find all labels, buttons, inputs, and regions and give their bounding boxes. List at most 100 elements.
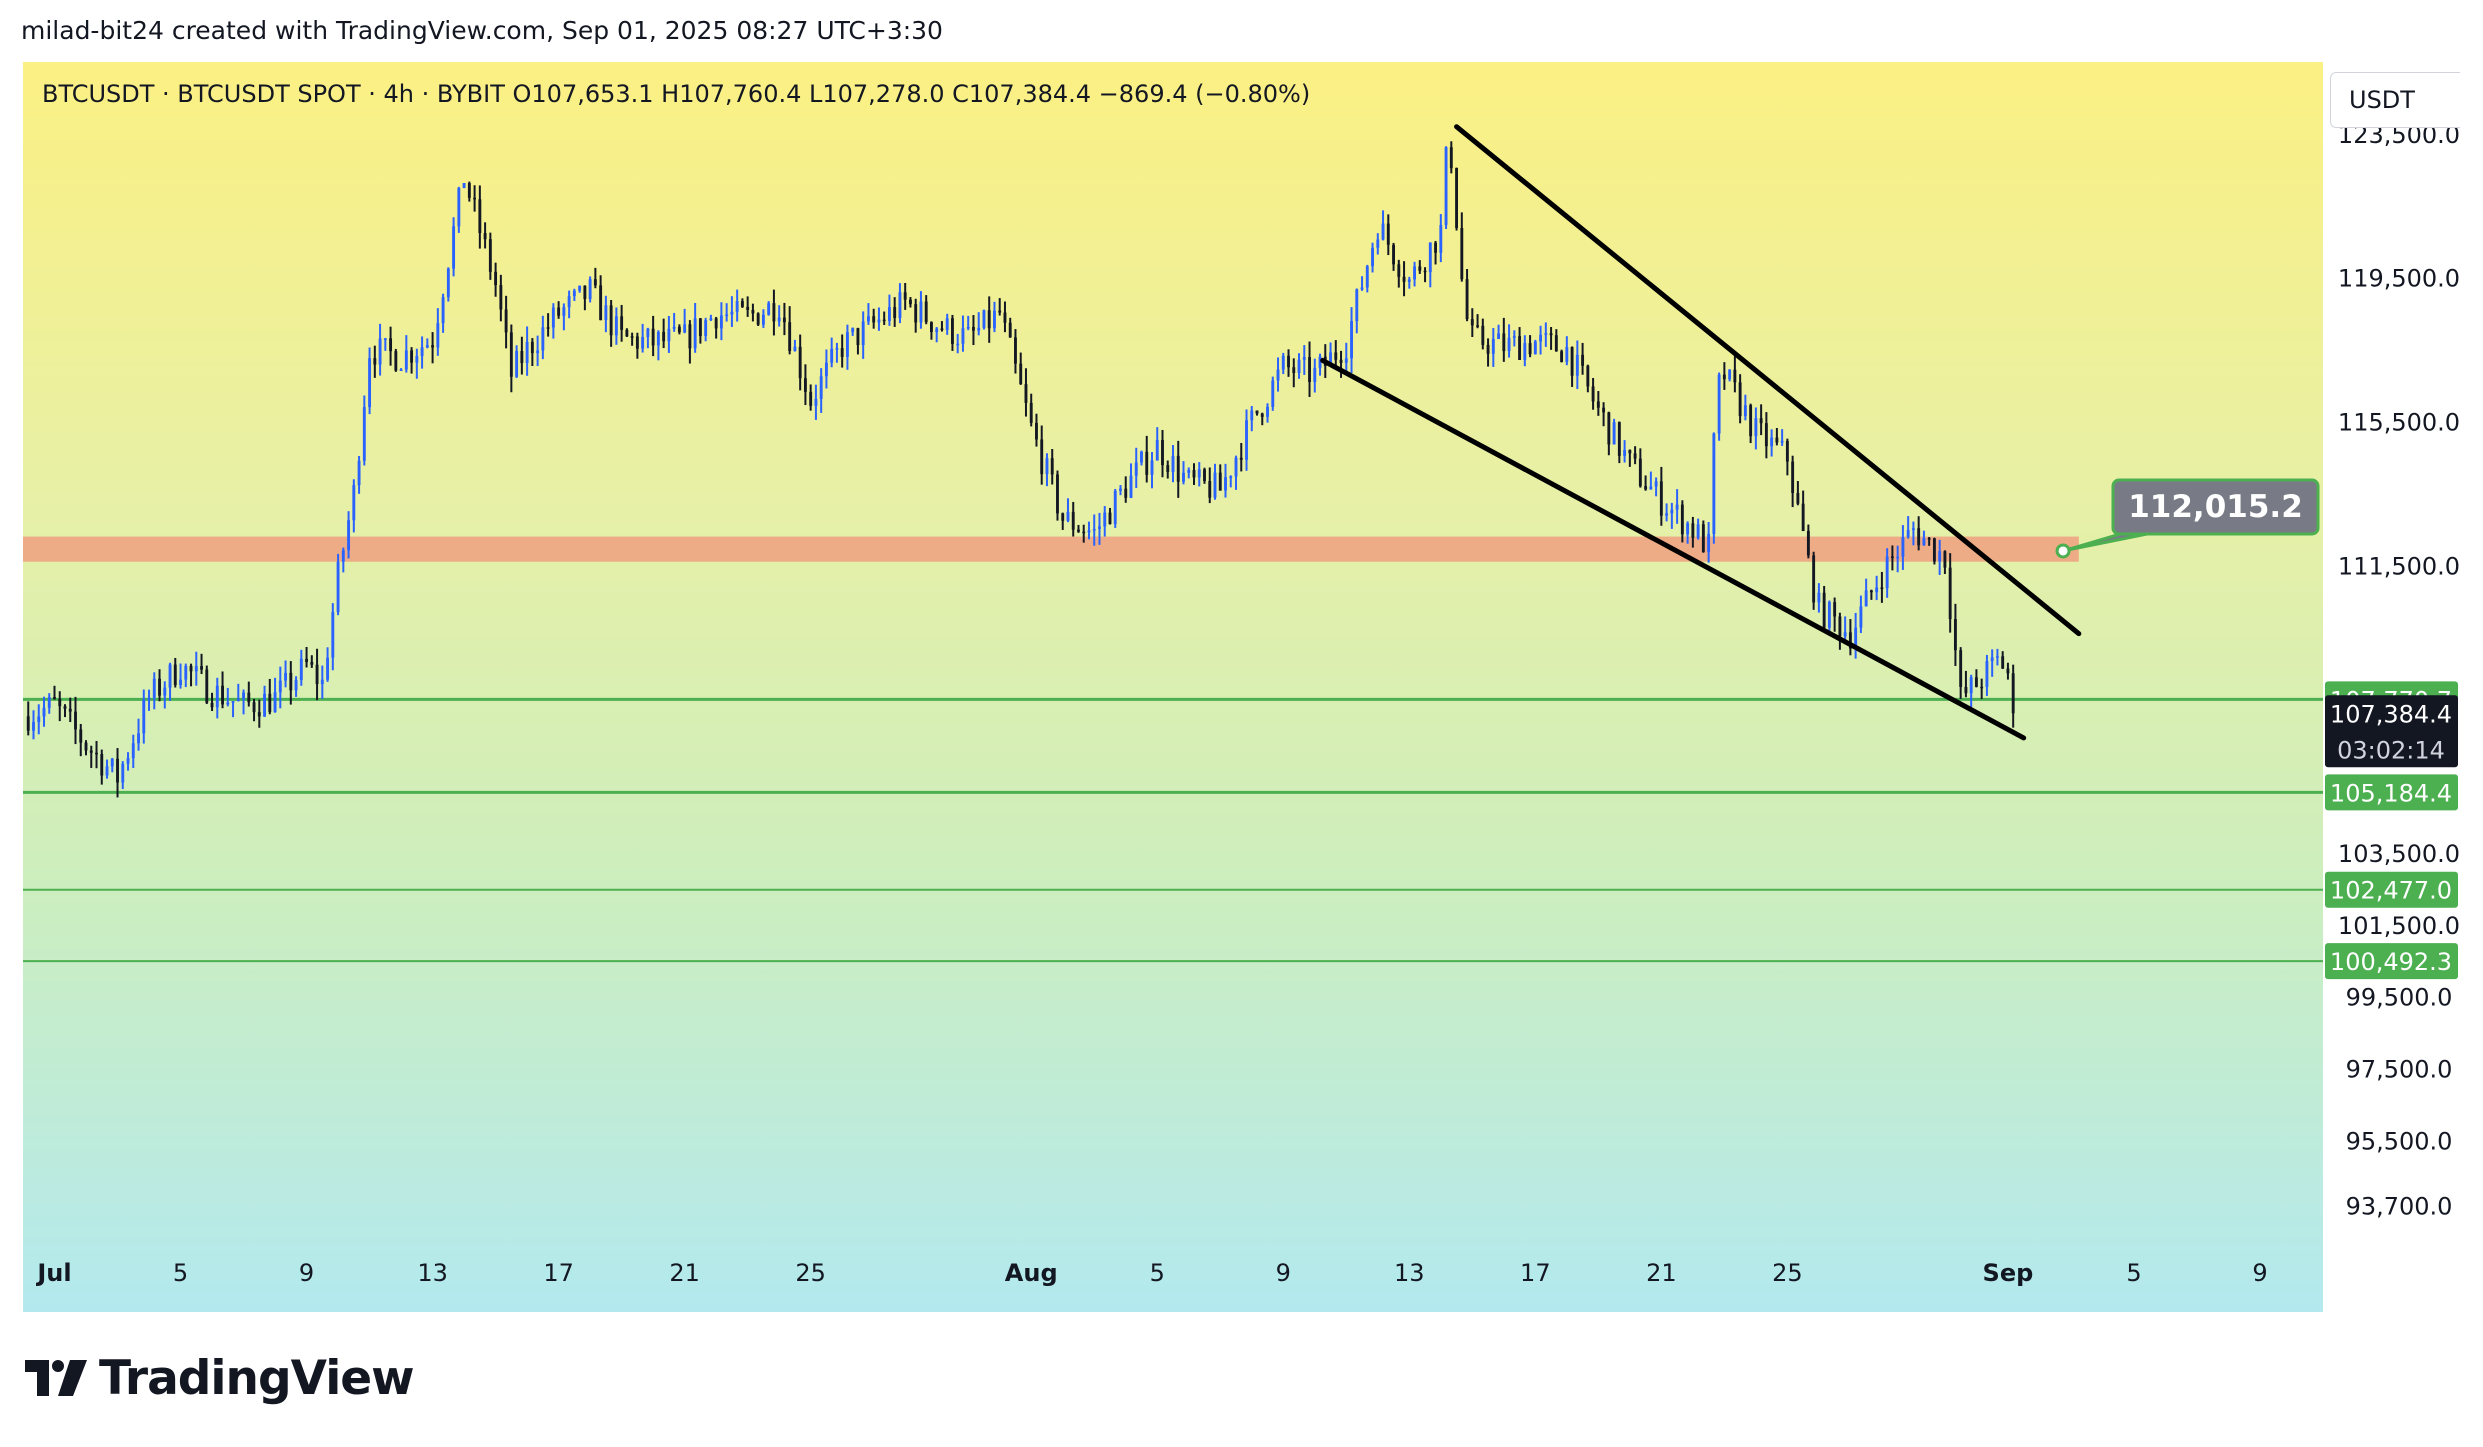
candle[interactable] <box>294 676 298 697</box>
candle[interactable] <box>1124 476 1128 503</box>
candle[interactable] <box>1150 452 1154 489</box>
candle[interactable] <box>1460 212 1464 282</box>
candle[interactable] <box>1759 404 1763 436</box>
candle[interactable] <box>1754 407 1758 450</box>
candle[interactable] <box>951 314 954 351</box>
candle[interactable] <box>1638 448 1642 488</box>
candle[interactable] <box>320 665 324 699</box>
candle[interactable] <box>1024 368 1028 417</box>
candle[interactable] <box>593 267 597 289</box>
candle[interactable] <box>494 262 498 297</box>
candle[interactable] <box>278 666 282 709</box>
candle[interactable] <box>126 752 130 771</box>
candle[interactable] <box>89 745 93 768</box>
candle[interactable] <box>499 274 503 322</box>
candle[interactable] <box>751 303 755 322</box>
candle[interactable] <box>467 181 471 202</box>
candle[interactable] <box>1738 374 1742 424</box>
candle[interactable] <box>79 723 83 757</box>
candle[interactable] <box>1974 669 1978 688</box>
candle[interactable] <box>1917 516 1921 551</box>
candle[interactable] <box>1670 502 1674 529</box>
candle[interactable] <box>1434 240 1438 265</box>
candle[interactable] <box>331 603 335 671</box>
candle[interactable] <box>1549 327 1553 350</box>
candle[interactable] <box>1943 550 1947 575</box>
candle[interactable] <box>1565 336 1569 366</box>
candle[interactable] <box>1890 545 1894 571</box>
candle[interactable] <box>1518 327 1522 360</box>
candle[interactable] <box>58 691 62 722</box>
candle[interactable] <box>578 285 582 293</box>
candle[interactable] <box>210 692 214 712</box>
candle[interactable] <box>1486 338 1490 367</box>
candle[interactable] <box>1491 328 1495 367</box>
candle[interactable] <box>1339 350 1343 378</box>
candle[interactable] <box>583 285 587 311</box>
candle[interactable] <box>1108 507 1112 525</box>
candle[interactable] <box>252 698 256 722</box>
candle[interactable] <box>509 324 513 393</box>
candle[interactable] <box>1318 353 1322 376</box>
candle[interactable] <box>620 304 624 342</box>
candle[interactable] <box>730 296 734 327</box>
candle[interactable] <box>1271 376 1275 411</box>
candle[interactable] <box>1019 352 1023 385</box>
candle[interactable] <box>37 704 41 735</box>
candle[interactable] <box>709 314 713 322</box>
candle[interactable] <box>1287 349 1290 377</box>
candle[interactable] <box>777 305 781 327</box>
candle[interactable] <box>1812 551 1816 610</box>
candle[interactable] <box>993 301 996 333</box>
chart-area[interactable]: 112,015.2 123,500.0 119,500.0 115,500.0 111… <box>23 62 2460 1312</box>
candle[interactable] <box>1392 242 1395 271</box>
candle[interactable] <box>63 704 67 718</box>
candle[interactable] <box>1161 429 1164 478</box>
candle[interactable] <box>1649 471 1653 490</box>
candle[interactable] <box>1045 453 1049 487</box>
candle[interactable] <box>1208 467 1212 504</box>
candle[interactable] <box>940 321 944 332</box>
candle[interactable] <box>945 313 949 335</box>
candle[interactable] <box>1507 324 1511 358</box>
candle[interactable] <box>1003 301 1007 333</box>
candle[interactable] <box>1182 461 1185 485</box>
candle[interactable] <box>1922 530 1926 546</box>
candle[interactable] <box>893 297 897 327</box>
candle[interactable] <box>1801 490 1805 532</box>
candle[interactable] <box>431 332 435 364</box>
candle[interactable] <box>814 384 818 420</box>
candle[interactable] <box>1775 428 1779 446</box>
candle[interactable] <box>1764 412 1768 459</box>
candle[interactable] <box>399 368 403 371</box>
candle[interactable] <box>767 301 771 316</box>
candle[interactable] <box>1155 427 1159 461</box>
candle[interactable] <box>1528 335 1532 358</box>
candle[interactable] <box>903 283 907 310</box>
candle[interactable] <box>1281 352 1285 375</box>
candle[interactable] <box>1376 233 1380 255</box>
candle[interactable] <box>289 661 293 705</box>
candle[interactable] <box>1449 141 1453 174</box>
candle[interactable] <box>446 267 450 302</box>
candle[interactable] <box>572 288 576 302</box>
candle[interactable] <box>1707 522 1711 563</box>
candle[interactable] <box>110 757 114 773</box>
candle[interactable] <box>1129 463 1133 499</box>
candle[interactable] <box>683 308 687 334</box>
candle[interactable] <box>341 547 345 573</box>
candle[interactable] <box>1218 464 1222 491</box>
candle[interactable] <box>368 347 372 415</box>
candle[interactable] <box>961 315 965 352</box>
candle[interactable] <box>173 657 177 688</box>
candle[interactable] <box>1360 276 1364 291</box>
candle[interactable] <box>1470 308 1474 338</box>
candle[interactable] <box>1659 466 1663 526</box>
candle[interactable] <box>1728 369 1732 382</box>
candle[interactable] <box>956 333 960 354</box>
candle[interactable] <box>362 395 366 466</box>
candle[interactable] <box>1533 339 1537 355</box>
candle[interactable] <box>1980 678 1984 700</box>
candle[interactable] <box>483 222 487 249</box>
candle[interactable] <box>1350 307 1353 374</box>
